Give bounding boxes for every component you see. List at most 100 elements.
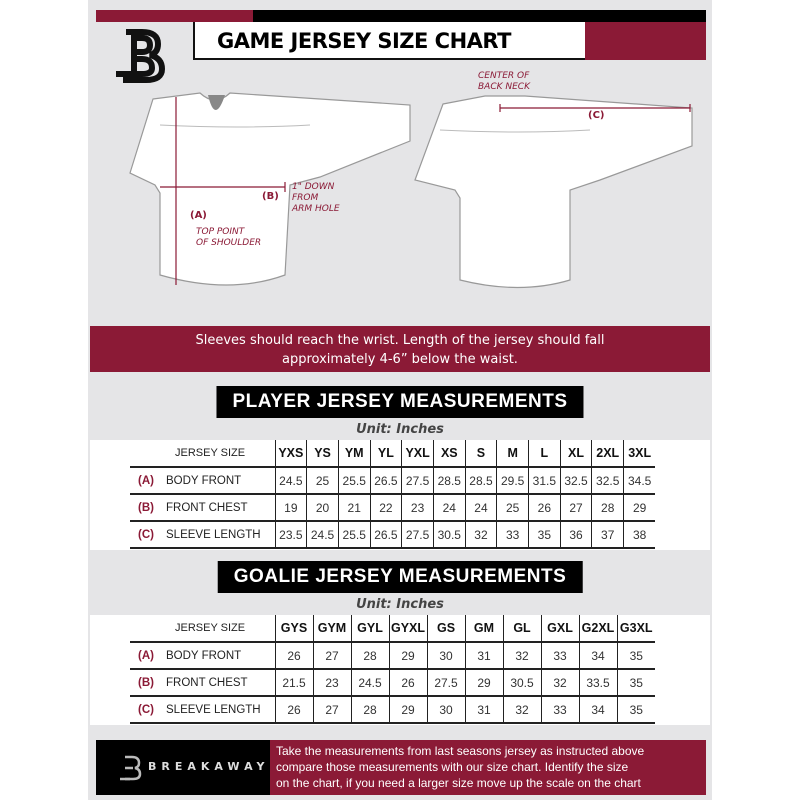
table-cell: 29 [388,696,427,724]
table-cell: 35 [616,669,655,697]
header-row: JERSEY SIZE YXS YS YM YL YXL XS S M L XL 2XL 3XL [130,440,656,468]
label-a: (A) [190,210,207,221]
table-cell: 32.5 [559,467,592,495]
brand-name: BREAKAWAY [148,760,270,773]
page-title: GAME JERSEY SIZE CHART [193,22,585,60]
table-cell: 27.5 [401,467,434,495]
table-cell: 25 [306,467,339,495]
breakaway-logo [116,29,166,83]
goalie-section-title: GOALIE JERSEY MEASUREMENTS [217,561,583,593]
row-label: (B) FRONT CHEST [130,669,275,697]
table-row: (C) SLEEVE LENGTH 23.5 24.5 25.5 26.5 27.5 30.5… [130,521,656,549]
label-c: (C) [588,110,605,121]
table-cell: 28 [591,494,624,522]
table-cell: 25.5 [337,467,371,495]
table-cell: 26 [274,642,313,670]
table-cell: 32 [502,642,541,670]
table-cell: 29.5 [496,467,529,495]
footer-brand: BREAKAWAY [96,740,270,795]
table-cell: 38 [623,521,656,549]
table-cell: 22 [369,494,402,522]
table-cell: 24 [464,494,497,522]
table-cell: 24 [432,494,466,522]
size-column-header: S [464,440,497,468]
table-cell: 27 [312,642,351,670]
size-header: JERSEY SIZE [130,615,275,643]
table-cell: 28.5 [432,467,466,495]
size-column-header: XL [559,440,592,468]
footer-instructions: Take the measurements from last seasons … [270,740,706,795]
table-row: (B) FRONT CHEST 19 20 21 22 23 24 24 25 26 27 28 29 [130,494,656,522]
banner-line: approximately 4-6” below the waist. [282,352,518,367]
table-cell: 27.5 [426,669,465,697]
table-cell: 37 [591,521,624,549]
table-cell: 33.5 [578,669,617,697]
size-column-header: GM [464,615,503,643]
size-column-header: YXS [274,440,307,468]
label-b: (B) [262,191,279,202]
footer-line: Take the measurements from last seasons … [276,744,645,758]
size-column-header: GXL [540,615,579,643]
title-accent [585,22,706,60]
row-tag: (A) [138,474,154,487]
table-cell: 19 [274,494,307,522]
table-cell: 31 [464,696,503,724]
table-cell: 26 [274,696,313,724]
table-cell: 30.5 [502,669,541,697]
footer-line: on the chart, if you need a larger size … [276,776,641,790]
table-cell: 32 [502,696,541,724]
footer-line: compare those measurements with our size… [276,760,629,774]
table-cell: 26.5 [369,521,402,549]
row-label: (C) SLEEVE LENGTH [130,696,275,724]
size-column-header: G2XL [578,615,617,643]
table-cell: 32.5 [591,467,624,495]
top-accent-maroon [96,10,253,22]
row-label-text: FRONT CHEST [166,676,248,689]
size-column-header: YXL [401,440,434,468]
table-cell: 33 [540,696,579,724]
table-cell: 31.5 [528,467,561,495]
goalie-size-table: JERSEY SIZE GYS GYM GYL GYXL GS GM GL GXL G2XL G3X… [130,615,655,724]
breakaway-logo-small [120,755,142,781]
table-row: (B) FRONT CHEST 21.5 23 24.5 26 27.5 29 30.5 32 33… [130,669,655,697]
row-tag: (C) [138,528,154,541]
table-cell: 21 [337,494,371,522]
table-cell: 29 [464,669,503,697]
table-cell: 35 [616,696,655,724]
note-line: 1" DOWN [292,182,335,192]
fit-instructions-banner: Sleeves should reach the wrist. Length o… [90,326,710,372]
table-cell: 24.5 [306,521,339,549]
note-line: OF SHOULDER [196,238,262,248]
row-tag: (A) [138,649,154,662]
size-column-header: L [528,440,561,468]
row-label: (C) SLEEVE LENGTH [130,521,275,549]
row-label-text: SLEEVE LENGTH [166,528,261,541]
player-unit: Unit: Inches [356,422,444,437]
table-cell: 33 [540,642,579,670]
table-cell: 29 [623,494,656,522]
size-column-header: YM [337,440,371,468]
table-cell: 33 [496,521,529,549]
note-arm-hole: 1" DOWN FROM ARM HOLE [292,182,340,215]
goalie-table-panel: JERSEY SIZE GYS GYM GYL GYXL GS GM GL GXL G2XL G3X… [90,615,710,725]
row-label: (A) BODY FRONT [130,467,275,495]
row-label: (B) FRONT CHEST [130,494,275,522]
row-label-text: FRONT CHEST [166,501,248,514]
table-cell: 32 [464,521,497,549]
size-column-header: GYXL [388,615,427,643]
table-cell: 21.5 [274,669,313,697]
note-shoulder: TOP POINT OF SHOULDER [196,227,261,249]
table-cell: 28 [350,696,389,724]
table-cell: 23.5 [274,521,307,549]
table-cell: 23 [401,494,434,522]
table-cell: 29 [388,642,427,670]
size-column-header: YL [369,440,402,468]
player-section-title: PLAYER JERSEY MEASUREMENTS [216,386,584,418]
note-line: CENTER OF [478,71,530,81]
size-column-header: GYL [350,615,389,643]
table-cell: 23 [312,669,351,697]
note-line: BACK NECK [478,82,530,92]
top-accent-black [253,10,706,22]
note-back-neck: CENTER OF BACK NECK [478,71,530,93]
size-column-header: 2XL [591,440,624,468]
